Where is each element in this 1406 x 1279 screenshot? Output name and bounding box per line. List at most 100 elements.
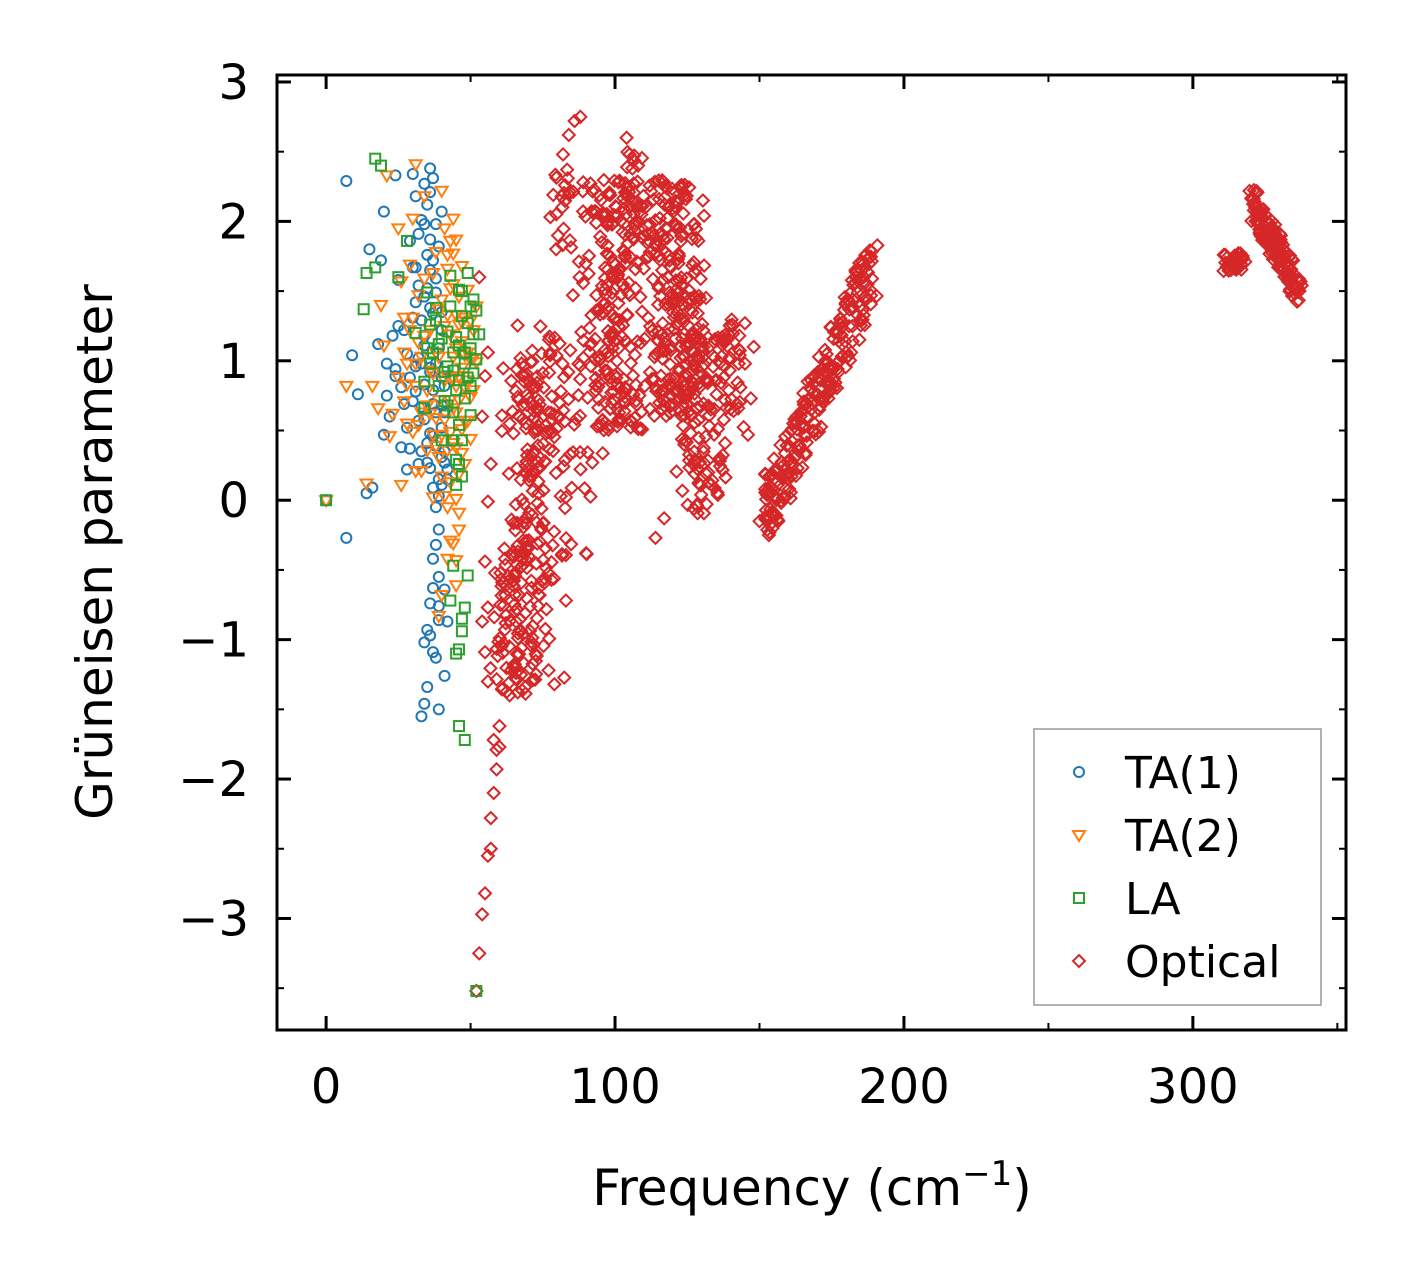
optical-point (646, 408, 662, 424)
optical-point (696, 440, 712, 456)
la-point (470, 353, 483, 366)
ta-1-point (424, 233, 437, 246)
optical-point (498, 557, 513, 573)
optical-point (501, 466, 517, 482)
optical-point (641, 249, 657, 264)
x-tick-label: 300 (1147, 1059, 1239, 1115)
optical-point (507, 656, 523, 672)
optical-point (1244, 213, 1259, 229)
optical-point (666, 295, 682, 311)
optical-point (1291, 292, 1307, 308)
optical-point (788, 416, 804, 432)
optical-point (674, 483, 690, 499)
optical-point (665, 304, 681, 320)
ta-1-point (363, 243, 376, 256)
optical-point (790, 460, 805, 476)
optical-point (820, 375, 835, 391)
legend-label-la: LA (1125, 874, 1181, 925)
optical-point (687, 457, 702, 473)
ta-2-point (416, 273, 433, 287)
optical-point (628, 393, 644, 409)
ta-1-point (346, 349, 359, 362)
optical-point (798, 445, 814, 461)
optical-point (515, 397, 531, 413)
ta-2-point (381, 431, 398, 445)
ta-2-point (407, 159, 424, 173)
ta-2-point (390, 223, 407, 237)
optical-point (527, 672, 543, 688)
optical-point (1246, 182, 1262, 198)
optical-point (663, 396, 678, 412)
optical-point (506, 597, 522, 612)
optical-point (510, 317, 526, 333)
optical-point (675, 296, 690, 312)
optical-point (651, 344, 666, 360)
optical-point (494, 423, 510, 439)
optical-point (826, 324, 842, 340)
optical-point (526, 464, 542, 480)
ta-1-point (421, 198, 434, 211)
optical-point (621, 275, 637, 291)
optical-point (645, 271, 661, 287)
ta-2-point (436, 414, 453, 428)
plot-frame (275, 73, 1348, 1032)
optical-point (600, 323, 616, 339)
optical-point (640, 310, 656, 326)
optical-point (513, 575, 529, 591)
optical-point (556, 185, 572, 201)
optical-point (536, 515, 551, 531)
optical-point (507, 565, 523, 581)
optical-point (737, 356, 753, 372)
optical-point (515, 626, 531, 642)
la-point (418, 402, 431, 415)
optical-point (671, 284, 687, 300)
optical-point (561, 391, 576, 407)
optical-point (637, 378, 653, 394)
la-point (369, 261, 382, 274)
optical-point (630, 421, 646, 437)
ta-1-point (415, 710, 428, 723)
optical-point (610, 295, 626, 311)
optical-point (571, 387, 586, 403)
optical-point (530, 485, 546, 501)
optical-point (651, 191, 667, 207)
optical-point (515, 515, 531, 530)
optical-point (1273, 228, 1289, 243)
ta-2-point (436, 223, 453, 237)
optical-point (740, 427, 756, 443)
optical-point (603, 249, 619, 265)
ta-1-point (429, 651, 442, 664)
optical-point (796, 394, 812, 410)
optical-point (835, 314, 850, 330)
optical-point (675, 368, 691, 384)
optical-point (546, 571, 562, 586)
la-point (461, 569, 474, 582)
optical-point (599, 363, 615, 379)
la-point (455, 434, 468, 447)
optical-point (617, 250, 633, 265)
optical-point (557, 413, 573, 429)
optical-point (675, 418, 691, 434)
ta-2-point (405, 312, 421, 326)
optical-point (546, 524, 562, 540)
ta-1-point (432, 523, 445, 536)
optical-point (864, 253, 880, 269)
optical-point (499, 684, 515, 700)
optical-point (725, 317, 741, 333)
optical-point (542, 347, 558, 363)
la-point (424, 357, 437, 370)
optical-point (840, 291, 856, 307)
ta-2-point (442, 426, 459, 440)
optical-point (521, 505, 537, 521)
optical-point (707, 480, 722, 496)
ta-2-point (422, 365, 438, 379)
x-tick-label: 0 (311, 1059, 342, 1115)
optical-point (729, 396, 745, 412)
optical-point (537, 621, 553, 637)
optical-point (712, 450, 728, 466)
optical-point (537, 454, 553, 469)
optical-point (679, 368, 695, 384)
optical-point (584, 455, 600, 470)
optical-point (666, 322, 682, 337)
